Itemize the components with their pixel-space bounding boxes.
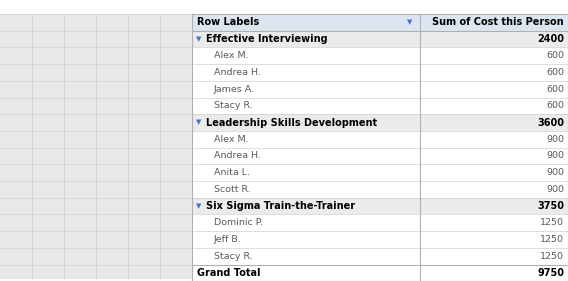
Bar [192, 81, 420, 98]
Bar [192, 264, 420, 281]
Bar [192, 164, 420, 181]
Bar [420, 114, 568, 131]
Text: James A.: James A. [214, 85, 255, 94]
Bar [420, 198, 568, 214]
Bar [192, 64, 420, 81]
Text: 9750: 9750 [537, 268, 564, 278]
Bar [420, 81, 568, 98]
Text: 600: 600 [546, 51, 564, 60]
Bar [192, 148, 420, 164]
Text: 600: 600 [546, 68, 564, 77]
Bar [192, 214, 420, 231]
Text: Effective Interviewing: Effective Interviewing [206, 34, 328, 44]
Text: Stacy R.: Stacy R. [214, 101, 253, 110]
Bar [420, 181, 568, 198]
Text: ▼: ▼ [196, 36, 202, 42]
Text: Andrea H.: Andrea H. [214, 68, 261, 77]
Text: 900: 900 [546, 151, 564, 160]
Bar [420, 231, 568, 248]
Bar [420, 148, 568, 164]
Text: 900: 900 [546, 185, 564, 194]
Text: Scott R.: Scott R. [214, 185, 250, 194]
Bar [192, 248, 420, 264]
Text: Six Sigma Train-the-Trainer: Six Sigma Train-the-Trainer [206, 201, 355, 211]
Bar [192, 231, 420, 248]
Bar [0, 14, 192, 279]
Bar [420, 131, 568, 148]
Text: Alex M.: Alex M. [214, 135, 249, 144]
Text: Andrea H.: Andrea H. [214, 151, 261, 160]
Bar [420, 164, 568, 181]
Bar [192, 114, 420, 131]
Bar [420, 64, 568, 81]
Text: Leadership Skills Development: Leadership Skills Development [206, 117, 377, 128]
Bar [420, 248, 568, 264]
Bar [192, 131, 420, 148]
Bar [420, 31, 568, 47]
Text: 600: 600 [546, 85, 564, 94]
Bar [192, 14, 420, 31]
Bar [192, 198, 420, 214]
Text: 1250: 1250 [540, 218, 564, 227]
Bar [420, 14, 568, 31]
Text: Stacy R.: Stacy R. [214, 252, 253, 261]
Text: 900: 900 [546, 168, 564, 177]
Text: 3750: 3750 [537, 201, 564, 211]
Text: Jeff B.: Jeff B. [214, 235, 242, 244]
Bar [420, 214, 568, 231]
Text: Grand Total: Grand Total [197, 268, 261, 278]
Bar [420, 98, 568, 114]
Text: ▼: ▼ [196, 203, 202, 209]
Text: Row Labels: Row Labels [197, 17, 259, 27]
Text: Sum of Cost this Person: Sum of Cost this Person [432, 17, 564, 27]
Bar [192, 181, 420, 198]
Bar [192, 47, 420, 64]
Text: 600: 600 [546, 101, 564, 110]
Text: 2400: 2400 [537, 34, 564, 44]
Bar [192, 98, 420, 114]
Text: ▼: ▼ [196, 119, 202, 126]
Text: Anita L.: Anita L. [214, 168, 250, 177]
Bar [420, 264, 568, 281]
Text: 1250: 1250 [540, 235, 564, 244]
Text: 3600: 3600 [537, 117, 564, 128]
Text: ▼: ▼ [407, 19, 413, 25]
Text: 900: 900 [546, 135, 564, 144]
Bar [192, 31, 420, 47]
Text: Alex M.: Alex M. [214, 51, 249, 60]
Text: 1250: 1250 [540, 252, 564, 261]
Text: Dominic P.: Dominic P. [214, 218, 263, 227]
Bar [420, 47, 568, 64]
